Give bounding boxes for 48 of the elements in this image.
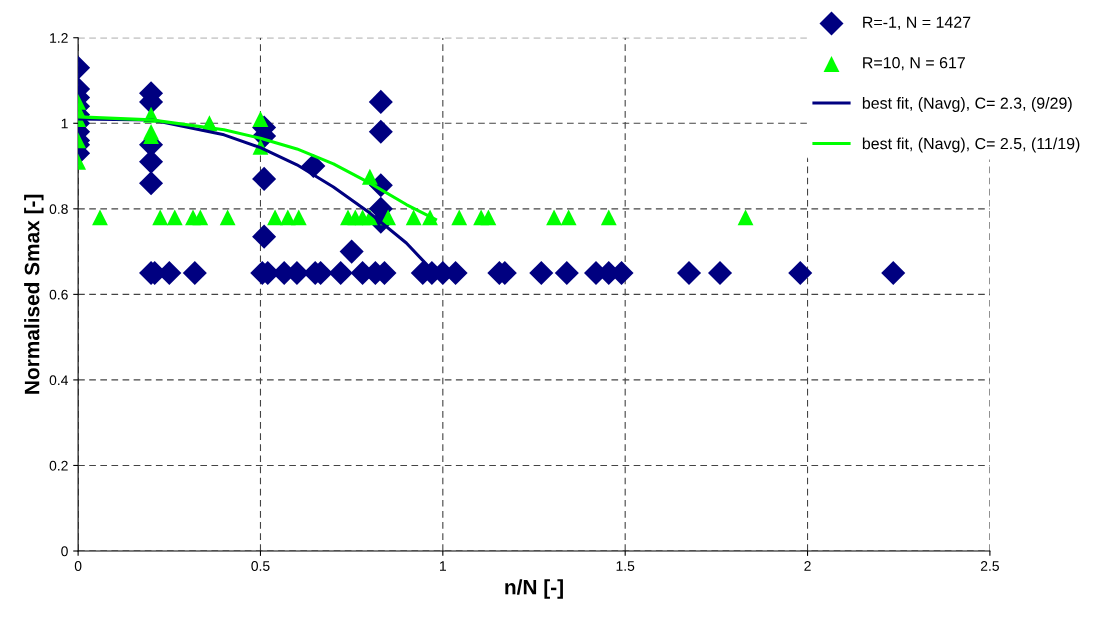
x-tick-label: 0: [74, 561, 82, 571]
x-tick-label: 2.5: [980, 561, 999, 571]
point: [451, 209, 468, 226]
point: [328, 260, 353, 286]
y-tick-label: 0: [61, 546, 68, 557]
x-tick-label: 1: [440, 561, 447, 571]
point: [252, 111, 269, 127]
point: [560, 209, 577, 226]
point: [368, 119, 393, 144]
y-axis-title: Normalised Smax [-]: [24, 194, 44, 394]
point: [92, 209, 108, 226]
y-tick-label: 1.2: [50, 33, 68, 43]
point: [219, 209, 236, 226]
legend-label: best fit, (Navg), C= 2.3, (9/29): [862, 97, 1072, 112]
y-tick-label: 0.4: [49, 375, 68, 386]
point: [252, 224, 277, 249]
point: [405, 209, 422, 226]
point: [166, 209, 183, 226]
point: [554, 260, 579, 286]
point: [737, 209, 754, 226]
x-tick-label: 2: [804, 561, 811, 571]
y-tick-label: 1: [61, 118, 68, 129]
point: [368, 89, 393, 114]
point: [152, 209, 169, 226]
point: [529, 260, 554, 286]
x-axis-title: n/N [-]: [505, 579, 563, 599]
point: [267, 209, 283, 226]
x-tick-label: 1.5: [616, 561, 635, 571]
point: [707, 260, 733, 286]
point: [600, 209, 617, 226]
point: [339, 239, 364, 264]
legend-label: R=-1, N = 1427: [863, 16, 971, 30]
point: [480, 209, 497, 226]
point: [881, 260, 906, 286]
point: [788, 260, 813, 286]
point: [192, 209, 209, 226]
y-tick-label: 0.2: [49, 460, 68, 471]
point: [546, 209, 562, 226]
point: [252, 166, 277, 191]
legend-label: best fit, (Navg), C= 2.5, (11/19): [862, 137, 1080, 153]
y-tick-label: 0.6: [49, 289, 68, 300]
legend-label: R=10, N = 617: [863, 57, 965, 71]
x-tick-label: 0.5: [251, 561, 270, 571]
y-tick-label: 0.8: [49, 204, 68, 214]
point: [676, 260, 702, 286]
point: [139, 171, 164, 196]
point: [290, 209, 307, 226]
point: [182, 260, 207, 286]
